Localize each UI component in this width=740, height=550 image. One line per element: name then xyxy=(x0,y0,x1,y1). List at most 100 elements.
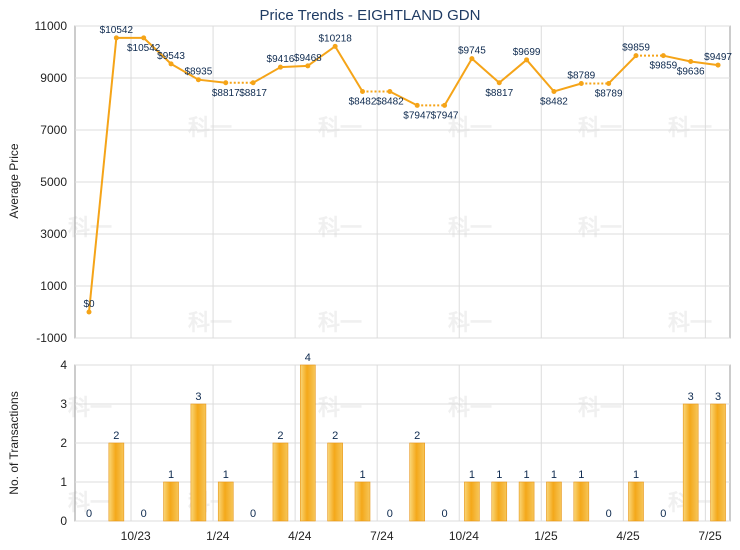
transactions-bar xyxy=(299,364,316,522)
price-point xyxy=(168,61,174,67)
transactions-data-label: 1 xyxy=(551,469,557,481)
x-tick-label: 7/25 xyxy=(698,529,722,543)
price-point xyxy=(442,102,448,108)
transactions-data-label: 2 xyxy=(277,430,283,442)
price-line-segment xyxy=(607,54,637,85)
transactions-bar xyxy=(464,481,480,522)
watermark-text: 科一 xyxy=(318,215,362,240)
watermark-text: 科一 xyxy=(668,115,712,140)
transactions-data-label: 3 xyxy=(715,391,721,403)
price-line-segment xyxy=(553,82,582,93)
price-point xyxy=(715,62,721,68)
price-point xyxy=(578,80,584,86)
price-data-label: $8482 xyxy=(376,96,404,107)
transactions-data-label: 1 xyxy=(496,469,502,481)
price-point xyxy=(633,53,639,59)
transactions-data-label: 1 xyxy=(524,469,530,481)
transactions-bar xyxy=(354,481,371,522)
transactions-data-label: 3 xyxy=(195,391,201,403)
transactions-bar xyxy=(682,403,699,522)
price-trend-panel: 11000 9000 7000 5000 3000 1000 -1000 $0 $10542 $1… xyxy=(35,19,733,345)
transactions-axis-title: No. of Transactions xyxy=(7,391,21,494)
watermark-text: 科一 xyxy=(188,115,232,140)
price-data-label: $8817 xyxy=(212,88,240,99)
x-tick-label: 7/24 xyxy=(370,529,394,543)
transactions-bar xyxy=(546,481,562,522)
transactions-bar xyxy=(108,442,125,522)
price-data-label: $9859 xyxy=(649,61,677,72)
price-y-tick: 9000 xyxy=(40,71,67,85)
transactions-bar xyxy=(518,481,535,522)
transactions-data-label: 0 xyxy=(387,508,393,520)
transactions-data-label: 1 xyxy=(359,469,365,481)
price-line-segment xyxy=(525,59,555,93)
transactions-bar xyxy=(190,403,207,522)
transactions-y-tick: 1 xyxy=(60,475,67,489)
watermark-text: 科一 xyxy=(578,395,622,420)
price-y-tick: -1000 xyxy=(36,331,67,345)
price-point xyxy=(469,56,475,62)
transactions-data-label: 0 xyxy=(660,508,666,520)
price-data-label: $9699 xyxy=(513,47,541,58)
transactions-data-label: 1 xyxy=(223,469,229,481)
price-point xyxy=(688,58,694,64)
price-data-label: $8935 xyxy=(184,67,212,78)
transactions-data-label: 1 xyxy=(168,469,174,481)
price-data-label: $9468 xyxy=(294,53,322,64)
price-point xyxy=(387,88,393,94)
transactions-data-label: 2 xyxy=(113,430,119,442)
price-y-tick: 3000 xyxy=(40,227,67,241)
transactions-y-tick: 4 xyxy=(60,358,67,372)
watermark-text: 科一 xyxy=(318,395,362,420)
price-point xyxy=(660,53,666,59)
price-y-tick: 7000 xyxy=(40,123,67,137)
transactions-data-label: 3 xyxy=(688,391,694,403)
price-point xyxy=(332,43,338,49)
transactions-bar xyxy=(628,481,644,522)
price-line-segment xyxy=(690,60,719,67)
transactions-y-tick: 0 xyxy=(60,514,67,528)
price-point xyxy=(524,57,530,63)
price-point xyxy=(113,35,119,41)
watermark-text: 科一 xyxy=(318,115,362,140)
price-y-tick: 1000 xyxy=(40,279,67,293)
watermark-text: 科一 xyxy=(448,115,492,140)
watermark-text: 科一 xyxy=(448,310,492,335)
price-point xyxy=(195,77,201,83)
transactions-y-tick: 3 xyxy=(60,397,67,411)
watermark-text: 科一 xyxy=(318,310,362,335)
price-point xyxy=(250,80,256,86)
transactions-data-label: 0 xyxy=(606,508,612,520)
price-data-label: $9543 xyxy=(157,51,185,62)
price-data-label: $9497 xyxy=(704,52,732,63)
price-data-label: $10218 xyxy=(318,33,352,44)
price-data-label: $7947 xyxy=(403,110,431,121)
price-line-segment xyxy=(170,63,199,81)
price-y-tick: 5000 xyxy=(40,175,67,189)
transactions-bar xyxy=(573,481,590,522)
price-line-segment xyxy=(307,45,336,67)
price-data-label: $8789 xyxy=(595,88,623,99)
price-data-label: $8817 xyxy=(485,88,513,99)
price-data-label: $0 xyxy=(83,299,95,310)
price-point xyxy=(496,80,502,86)
price-line-segment xyxy=(471,57,500,84)
transactions-data-label: 2 xyxy=(414,430,420,442)
transactions-bar xyxy=(327,442,343,522)
price-data-label: $8789 xyxy=(567,70,595,81)
price-data-label: $9416 xyxy=(267,54,295,65)
price-data-label: $10542 xyxy=(127,43,161,54)
x-tick-label: 1/24 xyxy=(206,529,230,543)
price-point xyxy=(223,80,229,86)
transactions-bar xyxy=(272,442,289,522)
chart-title: Price Trends - EIGHTLAND GDN xyxy=(260,7,481,24)
price-line-segment xyxy=(498,59,528,84)
price-line-segment xyxy=(389,90,418,107)
watermark-text: 科一 xyxy=(578,215,622,240)
price-point xyxy=(86,309,92,315)
watermark-text: 科一 xyxy=(578,115,622,140)
price-point xyxy=(141,35,147,41)
price-line-segment xyxy=(280,64,308,69)
x-tick-label: 4/24 xyxy=(288,529,312,543)
